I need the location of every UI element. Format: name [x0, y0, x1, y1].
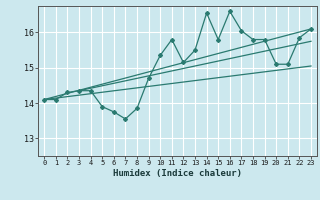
X-axis label: Humidex (Indice chaleur): Humidex (Indice chaleur)	[113, 169, 242, 178]
